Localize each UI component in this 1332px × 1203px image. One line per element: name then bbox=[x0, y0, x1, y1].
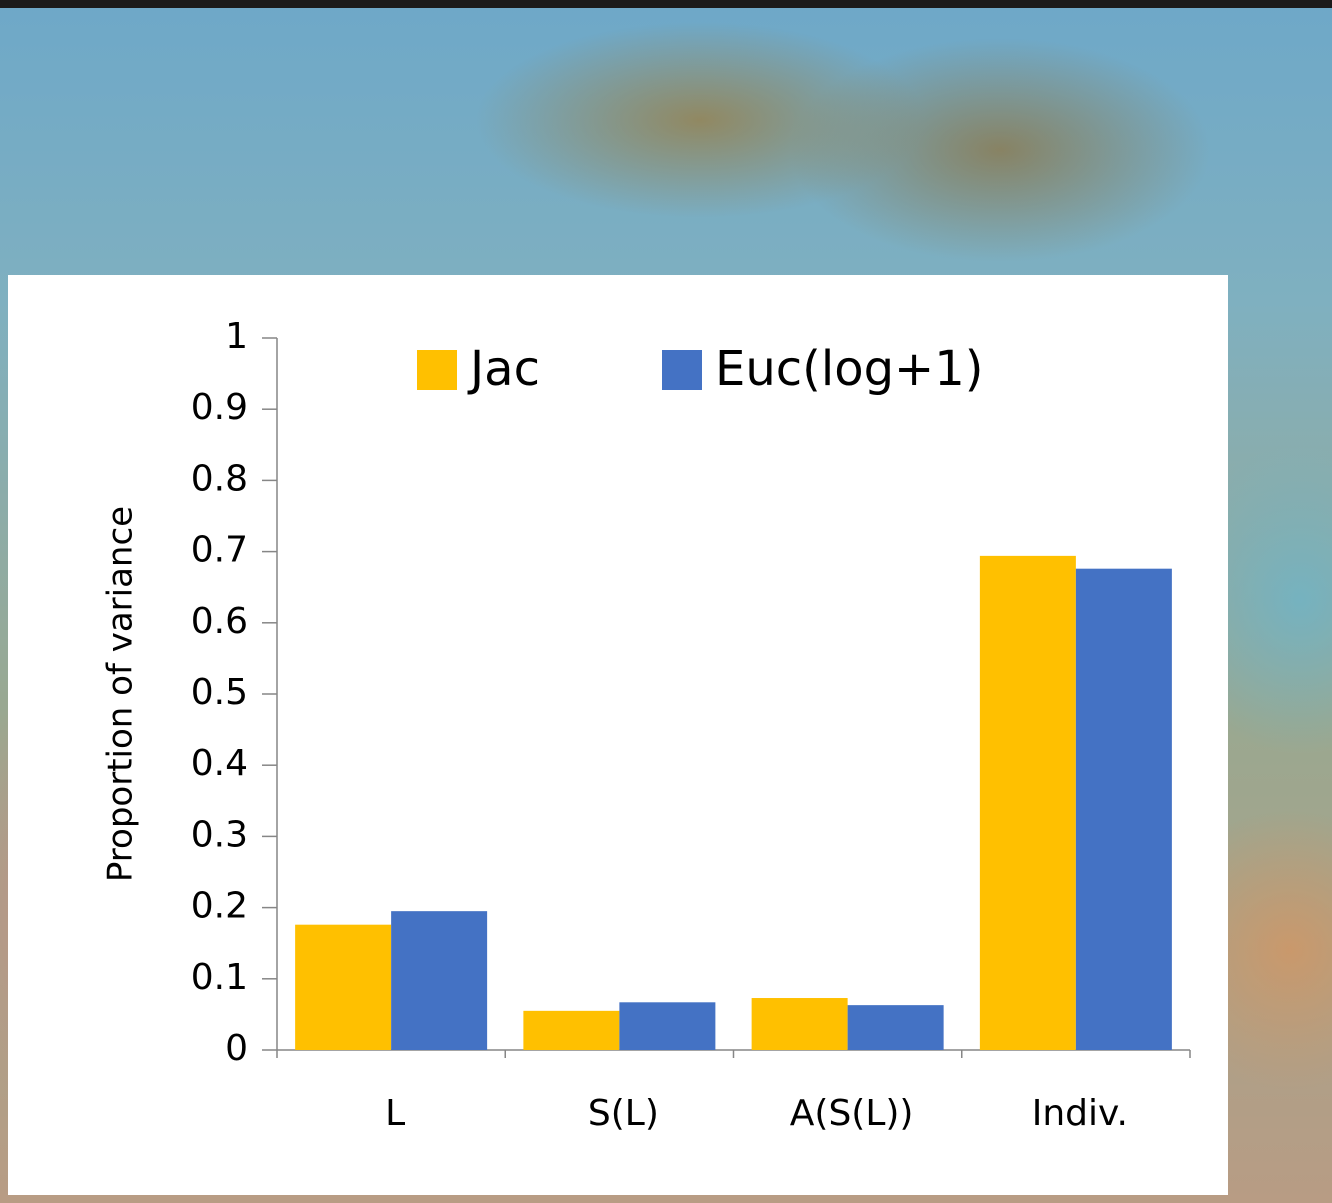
x-tick-label: Indiv. bbox=[1032, 1093, 1128, 1134]
y-tick-label: 0.9 bbox=[191, 387, 248, 428]
legend-swatch bbox=[417, 350, 457, 390]
bar bbox=[619, 1002, 715, 1050]
background: Proportion of variance 0 0.1 0.2 0.3 0.4 0.5 0… bbox=[0, 0, 1332, 1203]
bar bbox=[1076, 569, 1172, 1050]
chart: Proportion of variance 0 0.1 0.2 0.3 0.4 0.5 0… bbox=[0, 0, 1332, 1203]
x-tick-label: A(S(L)) bbox=[790, 1093, 914, 1134]
y-tick-label: 0.4 bbox=[191, 743, 248, 784]
legend-swatch bbox=[662, 350, 702, 390]
y-tick-label: 0.8 bbox=[191, 458, 248, 499]
y-tick-label: 0.2 bbox=[191, 886, 248, 927]
legend-label: Euc(log+1) bbox=[715, 341, 984, 397]
bar bbox=[391, 911, 487, 1050]
y-tick-label: 0.6 bbox=[191, 601, 248, 642]
bar bbox=[752, 998, 848, 1050]
legend-label: Jac bbox=[467, 341, 540, 397]
y-tick-label: 0.7 bbox=[191, 530, 248, 571]
y-tick-label: 0.1 bbox=[191, 957, 248, 998]
y-tick-label: 0.3 bbox=[191, 814, 248, 855]
bar bbox=[523, 1011, 619, 1050]
y-tick-label: 1 bbox=[225, 316, 248, 357]
x-tick-label: S(L) bbox=[588, 1093, 659, 1134]
y-tick-label: 0.5 bbox=[191, 672, 248, 713]
bar bbox=[848, 1005, 944, 1050]
bar bbox=[295, 925, 391, 1050]
bar bbox=[980, 556, 1076, 1050]
y-axis-label: Proportion of variance bbox=[101, 506, 141, 882]
y-tick-label: 0 bbox=[225, 1028, 248, 1069]
x-tick-label: L bbox=[385, 1093, 405, 1134]
